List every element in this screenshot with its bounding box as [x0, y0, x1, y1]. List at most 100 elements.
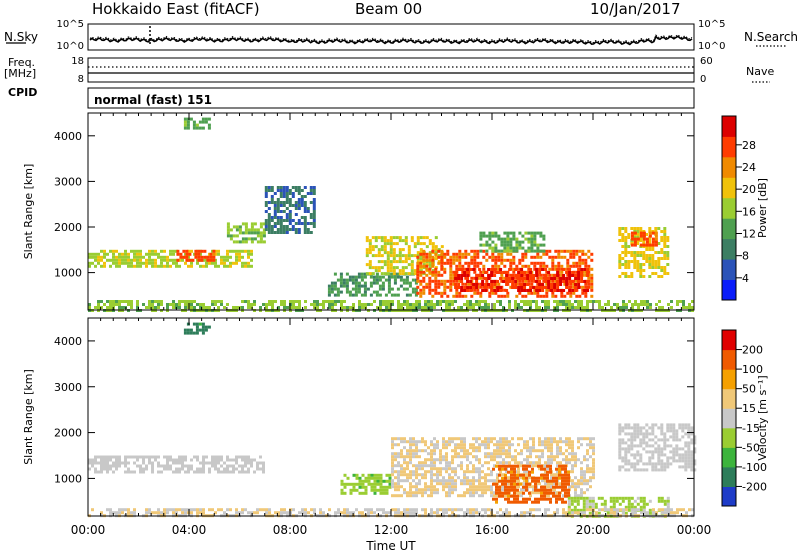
heatmap-cell [508, 306, 511, 309]
heatmap-cell [494, 261, 498, 265]
heatmap-cell [645, 468, 649, 472]
heatmap-cell [211, 508, 214, 512]
heatmap-cell [571, 455, 574, 459]
heatmap-cell [187, 249, 190, 253]
heatmap-cell [391, 508, 394, 512]
heatmap-cell [458, 255, 462, 259]
heatmap-cell [202, 470, 205, 474]
heatmap-cell [364, 479, 368, 483]
heatmap-cell [373, 300, 376, 303]
heatmap-cell [592, 446, 595, 450]
heatmap-cell [540, 488, 543, 492]
y-tick-label: 4000 [54, 335, 82, 348]
heatmap-cell [445, 306, 448, 309]
heatmap-cell [361, 303, 364, 306]
heatmap-cell [345, 290, 349, 294]
heatmap-cell [351, 275, 355, 279]
heatmap-cell [342, 284, 346, 288]
heatmap-cell [545, 282, 549, 286]
heatmap-cell [499, 268, 503, 271]
heatmap-cell [550, 289, 554, 292]
heatmap-cell [133, 470, 136, 474]
heatmap-cell [238, 225, 242, 229]
heatmap-cell [687, 423, 691, 427]
heatmap-cell [493, 443, 496, 447]
heatmap-cell [642, 426, 646, 430]
heatmap-cell [550, 437, 553, 441]
heatmap-cell [533, 288, 537, 292]
heatmap-cell [176, 249, 180, 253]
heatmap-cell [481, 491, 484, 495]
heatmap-cell [208, 470, 211, 474]
heatmap-cell [561, 464, 564, 468]
heatmap-cell [556, 280, 560, 283]
heatmap-cell [187, 467, 190, 471]
heatmap-cell [379, 306, 382, 309]
heatmap-cell [404, 239, 408, 243]
heatmap-cell [508, 300, 511, 303]
heatmap-cell [584, 285, 588, 289]
heatmap-cell [670, 306, 673, 309]
heatmap-cell [241, 511, 244, 515]
heatmap-cell [624, 245, 628, 248]
heatmap-cell [415, 488, 418, 492]
heatmap-cell [451, 461, 454, 465]
heatmap-cell [493, 306, 496, 309]
heatmap-cell [403, 467, 406, 471]
heatmap-cell [199, 467, 202, 471]
heatmap-cell [285, 192, 289, 195]
heatmap-cell [487, 268, 491, 271]
heatmap-cell [664, 511, 667, 515]
heatmap-cell [493, 491, 496, 495]
heatmap-cell [541, 300, 544, 303]
heatmap-cell [288, 222, 292, 225]
heatmap-cell [250, 464, 253, 468]
heatmap-cell [642, 254, 646, 257]
heatmap-cell [549, 488, 552, 492]
heatmap-cell [265, 508, 268, 512]
heatmap-cell [455, 264, 459, 268]
heatmap-cell [154, 252, 157, 256]
heatmap-cell [502, 449, 505, 453]
heatmap-cell [479, 243, 483, 247]
heatmap-cell [166, 458, 169, 462]
heatmap-cell [386, 251, 390, 255]
heatmap-cell [645, 429, 649, 433]
heatmap-cell [451, 485, 454, 489]
heatmap-cell [94, 264, 97, 268]
heatmap-cell [482, 234, 486, 238]
heatmap-cell [544, 268, 548, 271]
heatmap-cell [627, 423, 631, 427]
heatmap-cell [549, 464, 552, 468]
heatmap-cell [538, 482, 541, 486]
heatmap-cell [463, 440, 466, 444]
heatmap-cell [544, 280, 548, 283]
heatmap-cell [181, 508, 184, 512]
heatmap-cell [560, 294, 564, 298]
heatmap-cell [436, 446, 439, 450]
heatmap-cell [536, 252, 540, 256]
heatmap-cell [416, 254, 420, 258]
heatmap-cell [586, 464, 589, 468]
heatmap-cell [463, 476, 466, 480]
heatmap-cell [663, 239, 667, 242]
heatmap-cell [217, 455, 220, 459]
heatmap-cell [211, 455, 214, 459]
heatmap-cell [475, 485, 478, 489]
heatmap-cell [624, 432, 628, 436]
heatmap-cell [175, 264, 178, 268]
heatmap-cell [484, 488, 487, 492]
heatmap-cell [660, 429, 664, 433]
heatmap-cell [562, 268, 566, 271]
heatmap-cell [464, 282, 468, 286]
heatmap-cell [666, 465, 670, 469]
heatmap-cell [648, 462, 652, 466]
heatmap-cell [413, 272, 417, 276]
heatmap-cell [190, 458, 193, 462]
nave-label: Nave [746, 65, 775, 78]
heatmap-cell [448, 476, 451, 480]
heatmap-cell [586, 508, 589, 512]
heatmap-cell [540, 473, 543, 477]
heatmap-cell [523, 277, 527, 280]
